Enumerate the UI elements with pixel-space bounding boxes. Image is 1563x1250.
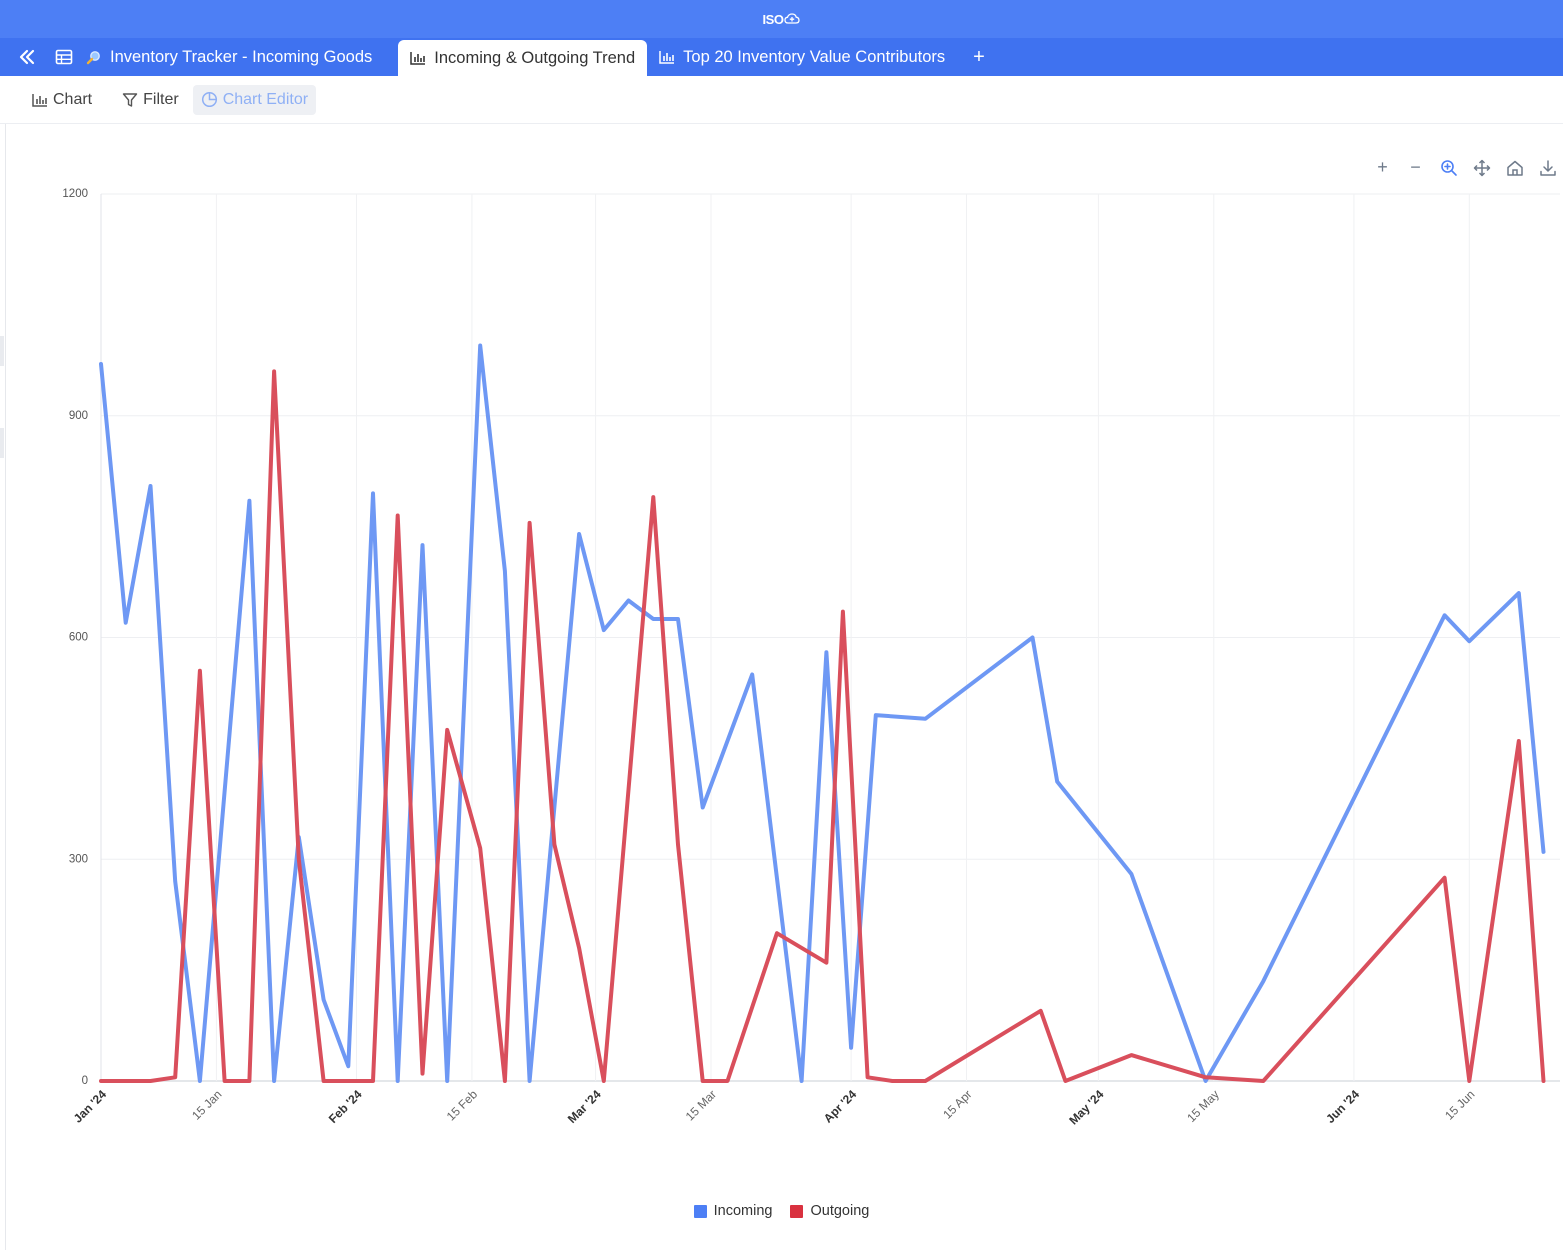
- x-tick-label: Mar '24: [565, 1087, 604, 1126]
- logo-text: ISO: [762, 11, 784, 27]
- download-button[interactable]: [1535, 155, 1560, 180]
- view-toolbar: Chart Filter Chart Editor: [0, 76, 1563, 124]
- tab-inventory-tracker[interactable]: Inventory Tracker - Incoming Goods: [74, 40, 384, 74]
- tab-label: Inventory Tracker - Incoming Goods: [110, 47, 373, 66]
- legend-swatch: [790, 1204, 804, 1218]
- bar-chart-icon: [659, 50, 675, 64]
- line-chart: 0 300 600 900 1200 Jan '24 15 Jan Feb '24 15 Feb…: [62, 188, 1560, 1127]
- x-tick-label: Apr '24: [821, 1087, 860, 1126]
- magnifier-zoom-icon: [1440, 159, 1457, 176]
- legend-item-incoming[interactable]: Incoming: [693, 1203, 773, 1219]
- x-tick-label: Feb '24: [326, 1087, 365, 1126]
- collapse-sidebar-button[interactable]: [0, 38, 54, 76]
- y-tick-label: 1200: [62, 188, 88, 200]
- reset-zoom-button[interactable]: [1502, 155, 1527, 180]
- tab-incoming-outgoing-trend[interactable]: Incoming & Outgoing Trend: [398, 40, 648, 76]
- tab-bar: Inventory Tracker - Incoming Goods Incom…: [0, 38, 1563, 76]
- legend-label: Incoming: [713, 1203, 773, 1219]
- pie-chart-icon: [201, 91, 217, 108]
- legend-swatch: [693, 1204, 707, 1218]
- table-view-button[interactable]: [54, 38, 74, 76]
- cloud-plus-icon: [784, 13, 801, 24]
- chart-editor-button[interactable]: Chart Editor: [192, 84, 317, 115]
- selection-zoom-button[interactable]: [1436, 155, 1461, 180]
- zoom-in-button[interactable]: +: [1370, 155, 1395, 180]
- table-icon: [55, 49, 73, 65]
- tab-label: Top 20 Inventory Value Contributors: [683, 47, 946, 66]
- app-logo[interactable]: ISO: [763, 12, 801, 27]
- chart-legend: Incoming Outgoing: [0, 1203, 1563, 1219]
- tab-label: Incoming & Outgoing Trend: [434, 48, 636, 67]
- legend-label: Outgoing: [810, 1203, 870, 1219]
- download-icon: [1539, 159, 1556, 176]
- x-tick-label: 15 Jun: [1442, 1087, 1477, 1122]
- edge-handle[interactable]: [0, 336, 4, 366]
- bar-chart-icon: [32, 93, 47, 107]
- y-tick-label: 0: [82, 1075, 88, 1087]
- filter-button-label: Filter: [143, 90, 179, 108]
- x-tick-label: 15 May: [1184, 1087, 1222, 1125]
- chart-button[interactable]: Chart: [24, 85, 100, 115]
- x-tick-label: 15 Jan: [189, 1087, 224, 1122]
- chart-grid: [100, 193, 1560, 1082]
- app-header: ISO: [0, 0, 1563, 38]
- x-tick-label: May '24: [1066, 1087, 1106, 1127]
- zoom-out-icon: −: [1410, 157, 1421, 177]
- legend-item-outgoing[interactable]: Outgoing: [790, 1203, 869, 1219]
- pan-button[interactable]: [1469, 155, 1494, 180]
- tab-top-20-inventory[interactable]: Top 20 Inventory Value Contributors: [647, 40, 957, 74]
- x-tick-label: 15 Mar: [683, 1087, 719, 1123]
- y-tick-label: 600: [69, 632, 88, 644]
- x-tick-label: Jun '24: [1323, 1087, 1362, 1126]
- home-icon: [1506, 160, 1523, 176]
- chart-editor-button-label: Chart Editor: [222, 90, 309, 108]
- chart-series: [99, 343, 1546, 1083]
- pan-arrows-icon: [1473, 159, 1490, 176]
- left-panel-edge: [0, 124, 6, 1250]
- search-icon: [86, 49, 102, 65]
- x-tick-label: 15 Feb: [444, 1087, 481, 1124]
- zoom-in-icon: +: [1377, 157, 1388, 177]
- chart-button-label: Chart: [53, 90, 93, 108]
- chart-axes: 0 300 600 900 1200 Jan '24 15 Jan Feb '24 15 Feb…: [62, 188, 1477, 1127]
- filter-button[interactable]: Filter: [114, 85, 187, 115]
- x-tick-label: 15 Apr: [940, 1087, 974, 1121]
- edge-handle[interactable]: [0, 428, 4, 458]
- x-tick-label: Jan '24: [71, 1087, 110, 1126]
- double-chevron-left-icon: [19, 49, 35, 65]
- bar-chart-icon: [410, 51, 426, 65]
- zoom-out-button[interactable]: −: [1403, 155, 1428, 180]
- add-tab-button[interactable]: +: [973, 45, 985, 68]
- y-tick-label: 300: [69, 853, 88, 865]
- series-line-incoming[interactable]: [99, 343, 1546, 1083]
- filter-icon: [122, 92, 138, 107]
- series-line-outgoing[interactable]: [99, 369, 1546, 1083]
- y-tick-label: 900: [69, 410, 88, 422]
- chart-toolbar: + −: [1370, 155, 1560, 180]
